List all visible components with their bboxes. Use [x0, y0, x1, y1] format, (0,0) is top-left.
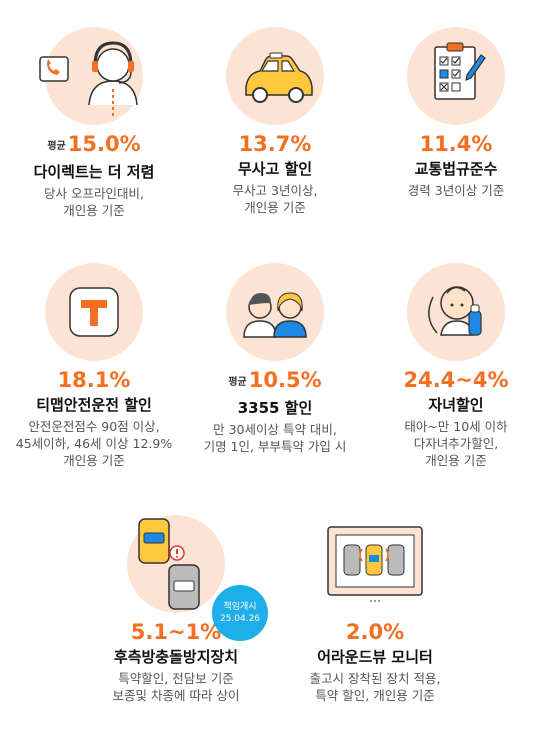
discount-title: 무사고 할인: [237, 160, 313, 178]
discount-description: 당사 오프라인대비, 개인용 기준: [44, 186, 144, 218]
call-center-icon: [39, 41, 138, 117]
baby-icon: [428, 286, 482, 336]
discount-title: 어라운드뷰 모니터: [317, 648, 433, 666]
collision-warning-icon: [138, 518, 200, 610]
discount-rate: 11.4%: [419, 132, 493, 156]
discount-title: 자녀할인: [428, 396, 484, 414]
discount-rate: 24.4~4%: [403, 368, 509, 392]
card-icon-circle: [407, 27, 505, 125]
discount-rate: 2.0%: [345, 620, 405, 644]
discount-title: 다이렉트는 더 저렴: [33, 163, 155, 181]
discount-description: 특약할인, 전담보 기준 보종및 차종에 따라 상이: [112, 671, 240, 703]
discount-rate: 18.1%: [57, 368, 131, 392]
discount-card-collision-warning: 책임개시 25.04.26 5.1~1% 후측방충돌방지장치 특약할인, 전담보 …: [86, 515, 268, 704]
car-icon: [245, 52, 313, 103]
discount-card-3355: 평균10.5% 3355 할인 만 30세이상 특약 대비, 기명 1인, 부부특…: [185, 263, 365, 455]
discount-description: 무사고 3년이상, 개인용 기준: [232, 183, 318, 215]
discount-title: 티맵안전운전 할인: [36, 396, 152, 414]
card-icon-circle: [407, 263, 505, 361]
card-icon-circle: [39, 27, 143, 125]
card-icon-circle: [226, 27, 324, 125]
discount-title: 후측방충돌방지장치: [113, 648, 239, 666]
around-view-icon: [327, 526, 423, 602]
coverage-start-badge: 책임개시 25.04.26: [212, 585, 268, 641]
couple-icon: [243, 292, 307, 338]
discount-rate: 평균10.5%: [228, 368, 322, 392]
discount-card-traffic-law: 11.4% 교통법규준수 경력 3년이상 기준: [366, 27, 546, 199]
discount-description: 만 30세이상 특약 대비, 기명 1인, 부부특약 가입 시: [203, 422, 347, 454]
discount-card-children: 24.4~4% 자녀할인 태아~만 10세 이하 다자녀추가할인, 개인용 기준: [366, 263, 546, 469]
tmap-icon: [69, 287, 119, 337]
card-icon-circle: [45, 263, 143, 361]
card-icon-circle: 책임개시 25.04.26: [127, 515, 268, 641]
discount-rate: 13.7%: [238, 132, 312, 156]
checklist-icon: [434, 42, 486, 100]
discount-rate: 5.1~1%: [130, 620, 222, 644]
discount-card-around-view: 2.0% 어라운드뷰 모니터 출고시 장착된 장치 적용, 특약 할인, 개인용 …: [285, 515, 465, 704]
discount-description: 태아~만 10세 이하 다자녀추가할인, 개인용 기준: [404, 419, 508, 468]
discount-card-tmap: 18.1% 티맵안전운전 할인 안전운전점수 90점 이상, 45세이하, 46세…: [4, 263, 184, 469]
discount-description: 안전운전점수 90점 이상, 45세이하, 46세 이상 12.9% 개인용 기준: [15, 419, 173, 468]
card-icon-circle: [326, 515, 424, 613]
discount-title: 3355 할인: [237, 399, 313, 417]
discount-card-direct: 평균15.0% 다이렉트는 더 저렴 당사 오프라인대비, 개인용 기준: [4, 27, 184, 219]
discount-description: 경력 3년이상 기준: [407, 183, 505, 198]
discount-description: 출고시 장착된 장치 적용, 특약 할인, 개인용 기준: [309, 671, 441, 703]
discount-rate: 평균15.0%: [47, 132, 141, 156]
card-icon-circle: [226, 263, 324, 361]
discount-title: 교통법규준수: [414, 160, 498, 178]
discount-card-no-accident: 13.7% 무사고 할인 무사고 3년이상, 개인용 기준: [185, 27, 365, 216]
